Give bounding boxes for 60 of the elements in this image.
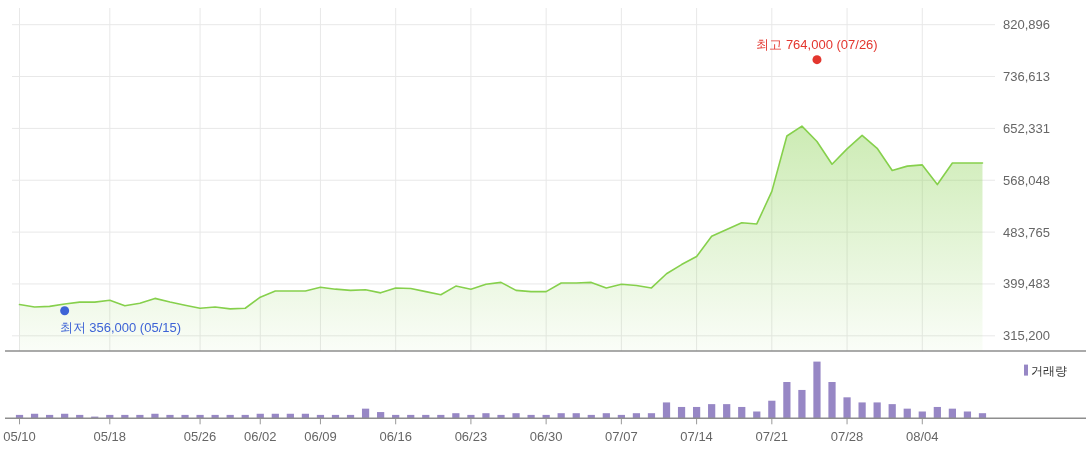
bar bbox=[632, 413, 641, 419]
bar bbox=[933, 406, 941, 419]
y-tick-label: 736,613 bbox=[1003, 69, 1050, 85]
bar bbox=[677, 406, 686, 419]
bar bbox=[196, 414, 204, 419]
bar bbox=[602, 413, 610, 419]
bar bbox=[978, 413, 987, 419]
bar bbox=[377, 412, 385, 419]
bar bbox=[662, 402, 671, 419]
x-tick-label: 06/23 bbox=[454, 429, 488, 445]
x-tick-label: 08/04 bbox=[906, 429, 939, 445]
bar bbox=[557, 413, 565, 419]
bar bbox=[813, 361, 821, 419]
bar bbox=[873, 402, 881, 419]
x-tick-label: 05/26 bbox=[183, 429, 217, 445]
bar bbox=[181, 414, 189, 419]
bar bbox=[572, 413, 580, 419]
bar bbox=[708, 404, 716, 419]
x-tick-label: 07/28 bbox=[830, 429, 864, 445]
x-tick-label: 07/14 bbox=[680, 429, 713, 445]
bar bbox=[692, 406, 701, 419]
bar bbox=[888, 404, 896, 419]
bar bbox=[482, 413, 490, 419]
bar bbox=[512, 413, 520, 419]
legend-label: 거래량 bbox=[1031, 364, 1067, 379]
bar bbox=[497, 414, 505, 419]
x-tick-label: 06/02 bbox=[243, 429, 277, 445]
x-tick-label: 05/10 bbox=[3, 429, 36, 445]
bar bbox=[828, 382, 836, 419]
y-tick-label: 483,765 bbox=[1003, 224, 1050, 240]
bar bbox=[452, 413, 460, 419]
bar bbox=[858, 402, 866, 419]
bar bbox=[903, 408, 911, 419]
bar bbox=[166, 414, 174, 419]
bar bbox=[647, 413, 656, 419]
y-tick-label: 820,896 bbox=[1003, 17, 1050, 33]
bar bbox=[467, 414, 475, 419]
x-tick-label: 06/16 bbox=[379, 429, 412, 445]
bar bbox=[948, 408, 956, 419]
y-tick-label: 315,200 bbox=[1003, 328, 1050, 344]
y-tick-label: 568,048 bbox=[1003, 172, 1050, 188]
data-label: 최저 356,000 (05/15) bbox=[59, 319, 182, 335]
x-tick-label: 06/09 bbox=[304, 429, 337, 445]
bar bbox=[768, 400, 776, 419]
bar bbox=[798, 389, 806, 419]
bar bbox=[783, 382, 791, 419]
y-tick-label: 652,331 bbox=[1003, 120, 1050, 136]
x-tick-label: 05/18 bbox=[93, 429, 127, 445]
bar bbox=[843, 397, 851, 419]
bar bbox=[738, 406, 746, 419]
bar bbox=[361, 408, 370, 419]
x-tick-label: 06/30 bbox=[529, 429, 563, 445]
data-label: 최고 764,000 (07/26) bbox=[756, 36, 878, 52]
x-tick-label: 07/07 bbox=[605, 429, 638, 445]
bar bbox=[723, 404, 731, 419]
x-tick-label: 07/21 bbox=[755, 429, 789, 445]
bar bbox=[136, 414, 144, 419]
y-tick-label: 399,483 bbox=[1003, 276, 1050, 292]
bar bbox=[151, 413, 159, 419]
bar bbox=[527, 414, 535, 419]
